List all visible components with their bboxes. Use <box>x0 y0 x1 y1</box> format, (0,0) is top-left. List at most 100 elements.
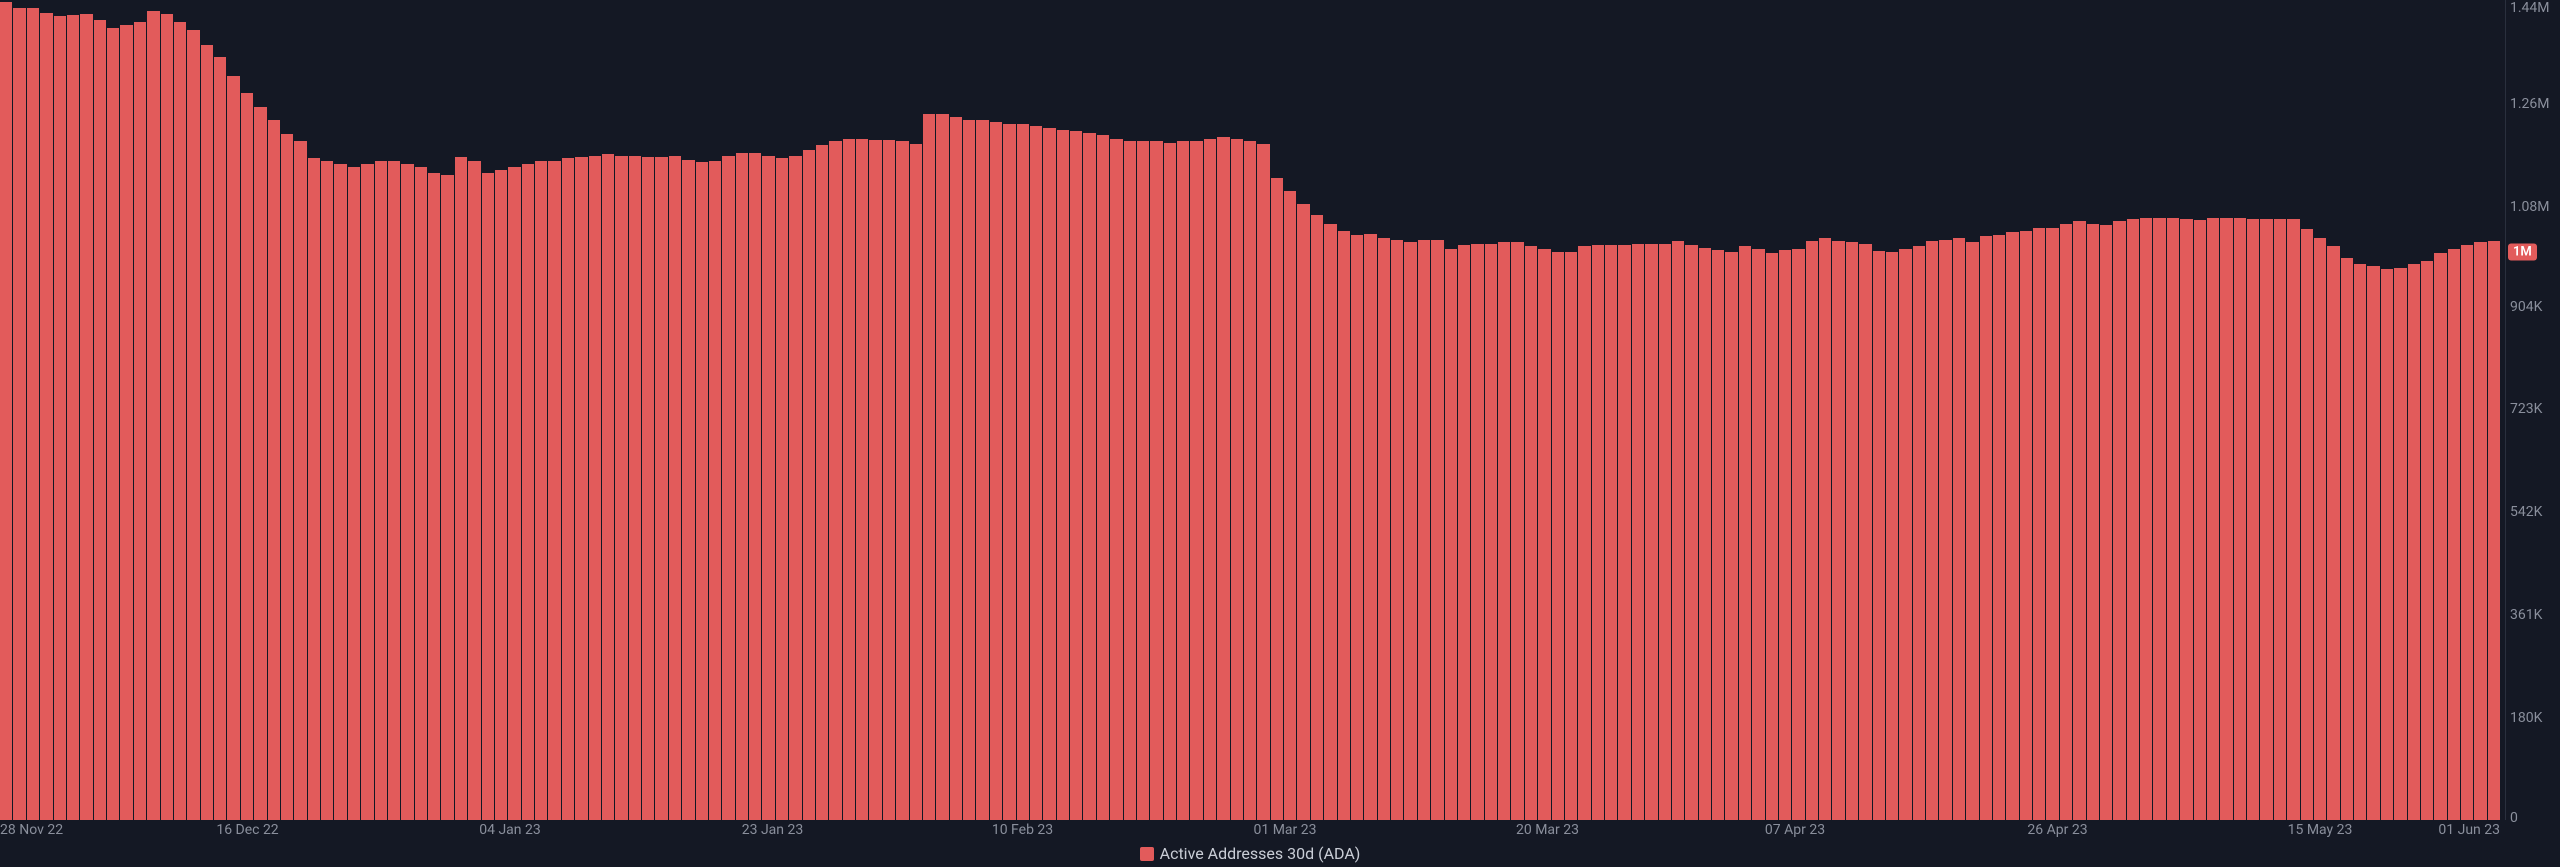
bar[interactable] <box>589 156 601 820</box>
bar[interactable] <box>548 161 560 820</box>
bar[interactable] <box>27 8 39 820</box>
bar[interactable] <box>2180 219 2192 820</box>
bar[interactable] <box>1939 240 1951 820</box>
bar[interactable] <box>1498 242 1510 820</box>
bar[interactable] <box>495 170 507 820</box>
bar[interactable] <box>1578 246 1590 820</box>
bar[interactable] <box>1257 144 1269 820</box>
bar[interactable] <box>468 161 480 820</box>
bar[interactable] <box>2381 269 2393 820</box>
bar[interactable] <box>1471 244 1483 820</box>
bar[interactable] <box>2461 245 2473 820</box>
bar[interactable] <box>361 164 373 820</box>
bar[interactable] <box>1953 238 1965 820</box>
bar[interactable] <box>2220 218 2232 820</box>
bar[interactable] <box>428 173 440 820</box>
bar[interactable] <box>1137 141 1149 820</box>
bar[interactable] <box>843 139 855 820</box>
bar[interactable] <box>1378 238 1390 820</box>
bar[interactable] <box>1324 224 1336 820</box>
bar[interactable] <box>1431 240 1443 820</box>
bar[interactable] <box>441 175 453 820</box>
bar[interactable] <box>803 150 815 820</box>
bar[interactable] <box>1819 238 1831 820</box>
bar[interactable] <box>1043 128 1055 820</box>
bar[interactable] <box>1712 250 1724 820</box>
bar[interactable] <box>629 156 641 820</box>
bar[interactable] <box>2167 218 2179 820</box>
bar[interactable] <box>2100 225 2112 820</box>
bar[interactable] <box>1083 133 1095 820</box>
bar[interactable] <box>334 164 346 820</box>
legend[interactable]: Active Addresses 30d (ADA) <box>0 844 2500 863</box>
bar[interactable] <box>682 160 694 820</box>
bar[interactable] <box>1445 249 1457 820</box>
bar[interactable] <box>1070 131 1082 820</box>
bar[interactable] <box>348 167 360 820</box>
bar[interactable] <box>94 20 106 820</box>
bar[interactable] <box>2367 266 2379 820</box>
bar[interactable] <box>669 156 681 820</box>
bar[interactable] <box>67 15 79 820</box>
bar[interactable] <box>1284 191 1296 820</box>
bar[interactable] <box>615 156 627 820</box>
bar[interactable] <box>2113 221 2125 820</box>
bar[interactable] <box>1338 231 1350 820</box>
bar[interactable] <box>455 157 467 820</box>
bar[interactable] <box>2314 238 2326 820</box>
bar[interactable] <box>1271 178 1283 820</box>
bar[interactable] <box>134 22 146 820</box>
bar[interactable] <box>2060 224 2072 820</box>
bar[interactable] <box>736 153 748 820</box>
bar[interactable] <box>1659 244 1671 820</box>
bar[interactable] <box>2006 232 2018 820</box>
bar[interactable] <box>749 153 761 820</box>
bar[interactable] <box>1030 126 1042 820</box>
bar[interactable] <box>1057 130 1069 820</box>
bar[interactable] <box>829 141 841 820</box>
bar[interactable] <box>1311 215 1323 820</box>
bar[interactable] <box>54 16 66 820</box>
bar[interactable] <box>1150 141 1162 820</box>
bar[interactable] <box>2087 224 2099 820</box>
bar[interactable] <box>562 158 574 820</box>
bar[interactable] <box>1618 245 1630 820</box>
bar[interactable] <box>2488 241 2500 820</box>
bar[interactable] <box>1645 244 1657 820</box>
bar[interactable] <box>722 156 734 820</box>
bar[interactable] <box>1846 242 1858 820</box>
bar[interactable] <box>227 76 239 820</box>
bar[interactable] <box>1832 241 1844 820</box>
bar[interactable] <box>655 157 667 820</box>
bar[interactable] <box>2394 268 2406 820</box>
bar[interactable] <box>308 158 320 820</box>
bar[interactable] <box>1766 253 1778 820</box>
bar[interactable] <box>816 145 828 820</box>
plot-area[interactable] <box>0 0 2500 820</box>
bar[interactable] <box>1485 244 1497 820</box>
bar[interactable] <box>1899 249 1911 820</box>
bar[interactable] <box>161 14 173 820</box>
bar[interactable] <box>990 122 1002 820</box>
bar[interactable] <box>174 22 186 820</box>
bar[interactable] <box>2153 218 2165 820</box>
bar[interactable] <box>2408 264 2420 821</box>
bar[interactable] <box>1110 139 1122 820</box>
bar[interactable] <box>1418 240 1430 820</box>
bar[interactable] <box>80 14 92 820</box>
bar[interactable] <box>1980 236 1992 820</box>
bar[interactable] <box>388 161 400 820</box>
bar[interactable] <box>869 140 881 820</box>
bar[interactable] <box>1458 245 1470 820</box>
bar[interactable] <box>1552 252 1564 820</box>
bar[interactable] <box>856 139 868 820</box>
bar[interactable] <box>187 30 199 820</box>
bar[interactable] <box>522 164 534 820</box>
bar[interactable] <box>254 107 266 820</box>
bar[interactable] <box>575 157 587 820</box>
bar[interactable] <box>1859 244 1871 820</box>
bar[interactable] <box>963 120 975 820</box>
bar[interactable] <box>2020 231 2032 820</box>
bar[interactable] <box>1779 250 1791 820</box>
bar[interactable] <box>415 167 427 820</box>
